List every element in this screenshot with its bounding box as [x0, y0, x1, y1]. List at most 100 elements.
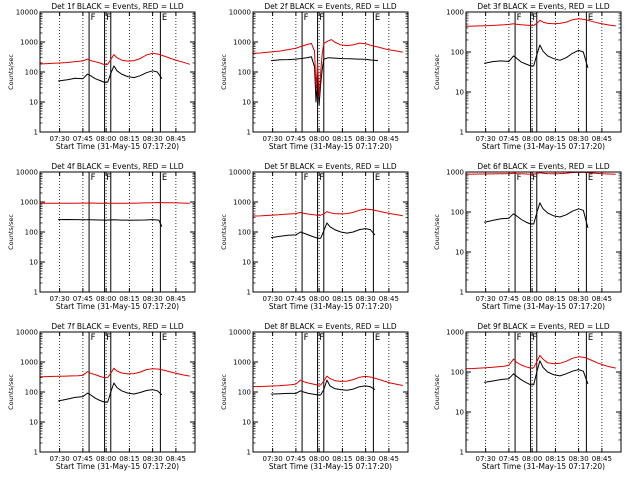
chart-panel-1: Det 1f BLACK = Events, RED = LLD Counts/s…: [7, 2, 196, 151]
chart-panel-2: Det 2f BLACK = Events, RED = LLD Counts/s…: [220, 2, 409, 151]
x-tick-label: 08:15: [119, 455, 139, 463]
chart-panel-3: Det 3f BLACK = Events, RED = LLD Counts/s…: [433, 2, 622, 151]
x-tick-label: 07:30: [263, 135, 283, 143]
x-tick-label: 07:30: [50, 295, 70, 303]
lld-series-line: [465, 171, 616, 175]
y-tick-label: 10000: [229, 169, 251, 177]
y-tick-label: 100: [238, 389, 251, 397]
y-tick-label: 100: [238, 229, 251, 237]
y-axis-label: Counts/sec: [433, 214, 441, 250]
x-tick-label: 08:00: [309, 295, 329, 303]
lld-series-line: [252, 375, 403, 388]
lld-series-line: [39, 52, 190, 66]
y-tick-label: 10000: [229, 9, 251, 17]
y-tick-label: 10: [242, 419, 251, 427]
x-tick-label: 08:00: [96, 455, 116, 463]
x-tick-label: 08:45: [592, 135, 612, 143]
x-tick-label: 08:15: [332, 295, 352, 303]
x-tick-label: 07:45: [73, 135, 93, 143]
marker-label: F: [532, 333, 537, 343]
y-tick-label: 1000: [233, 39, 251, 47]
events-series-line: [483, 202, 589, 229]
x-tick-label: 08:45: [166, 135, 186, 143]
x-tick-label: 07:30: [263, 455, 283, 463]
events-series-line: [271, 379, 376, 396]
x-tick-label: 07:45: [286, 295, 306, 303]
events-series-line: [271, 56, 379, 106]
marker-label: F: [106, 333, 111, 343]
x-tick-label: 08:15: [545, 295, 565, 303]
y-tick-label: 10: [455, 249, 464, 257]
y-tick-label: 10000: [229, 329, 251, 337]
plot-frame: [465, 11, 622, 133]
lld-series-line: [39, 367, 190, 379]
marker-label: E: [162, 333, 167, 343]
events-series-line: [57, 382, 163, 403]
x-tick-label: 07:45: [286, 455, 306, 463]
chart-title: Det 4f BLACK = Events, RED = LLD: [51, 162, 184, 171]
chart-panel-4: Det 4f BLACK = Events, RED = LLD Counts/s…: [7, 162, 196, 311]
chart-title: Det 5f BLACK = Events, RED = LLD: [264, 162, 397, 171]
y-tick-label: 1: [460, 449, 464, 457]
marker-label: F: [91, 173, 96, 183]
x-tick-label: 08:00: [522, 295, 542, 303]
y-tick-label: 100: [451, 369, 464, 377]
x-tick-label: 07:45: [499, 295, 519, 303]
y-tick-label: 100: [451, 209, 464, 217]
chart-title: Det 3f BLACK = Events, RED = LLD: [477, 2, 610, 11]
lld-series-line: [252, 208, 403, 217]
y-tick-label: 1: [247, 449, 251, 457]
chart-title: Det 2f BLACK = Events, RED = LLD: [264, 2, 397, 11]
x-tick-label: 07:30: [476, 295, 496, 303]
plot-frame: [39, 11, 196, 133]
chart-title: Det 7f BLACK = Events, RED = LLD: [51, 322, 184, 331]
x-tick-label: 08:00: [309, 455, 329, 463]
lld-series-line: [39, 202, 190, 204]
plot-frame: [39, 331, 196, 453]
y-axis-label: Counts/sec: [7, 54, 15, 90]
x-tick-label: 08:45: [592, 455, 612, 463]
plot-frame: [39, 171, 196, 293]
x-tick-label: 08:30: [143, 135, 163, 143]
chart-panel-7: Det 7f BLACK = Events, RED = LLD Counts/s…: [7, 322, 196, 471]
plot-frame: [252, 11, 409, 133]
marker-label: F: [517, 13, 522, 23]
x-tick-label: 07:45: [499, 455, 519, 463]
marker-label: F: [319, 333, 324, 343]
marker-label: F: [517, 173, 522, 183]
y-tick-label: 1000: [233, 199, 251, 207]
x-tick-label: 08:00: [522, 455, 542, 463]
y-axis-label: Counts/sec: [7, 374, 15, 410]
marker-label: E: [375, 13, 380, 23]
x-axis-label: Start Time (31-May-15 07:17:20): [482, 462, 605, 471]
y-tick-label: 1: [460, 289, 464, 297]
x-tick-label: 08:30: [569, 295, 589, 303]
events-series-line: [484, 360, 589, 386]
x-tick-label: 08:45: [592, 295, 612, 303]
events-series-line: [58, 219, 163, 227]
y-tick-label: 1: [247, 129, 251, 137]
chart-title: Det 8f BLACK = Events, RED = LLD: [264, 322, 397, 331]
chart-title: Det 9f BLACK = Events, RED = LLD: [477, 322, 610, 331]
y-tick-label: 10000: [16, 9, 38, 17]
x-axis-label: Start Time (31-May-15 07:17:20): [269, 142, 392, 151]
y-tick-label: 100: [451, 49, 464, 57]
y-tick-label: 1000: [20, 199, 38, 207]
x-axis-label: Start Time (31-May-15 07:17:20): [56, 462, 179, 471]
events-series-line: [58, 65, 163, 83]
x-tick-label: 08:45: [379, 135, 399, 143]
y-tick-label: 10: [29, 99, 38, 107]
x-tick-label: 07:30: [50, 135, 70, 143]
x-axis-label: Start Time (31-May-15 07:17:20): [56, 302, 179, 311]
x-tick-label: 07:30: [476, 455, 496, 463]
chart-title: Det 1f BLACK = Events, RED = LLD: [51, 2, 184, 11]
marker-label: F: [319, 13, 324, 23]
x-tick-label: 08:30: [143, 455, 163, 463]
x-tick-label: 08:45: [166, 295, 186, 303]
y-tick-label: 100: [25, 389, 38, 397]
x-tick-label: 08:15: [332, 135, 352, 143]
y-tick-label: 10000: [16, 329, 38, 337]
y-tick-label: 100: [238, 69, 251, 77]
y-tick-label: 10: [242, 99, 251, 107]
